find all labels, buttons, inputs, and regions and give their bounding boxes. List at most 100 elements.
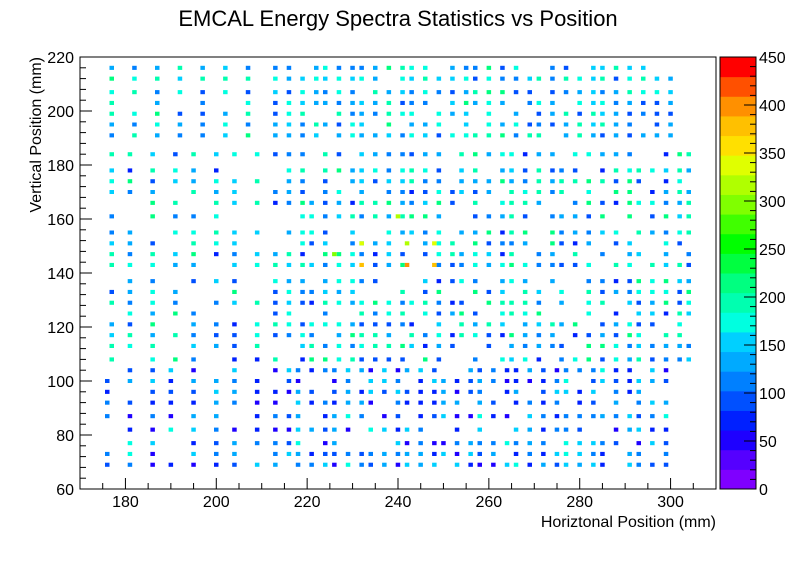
heatmap-cell xyxy=(109,252,114,257)
heatmap-cell xyxy=(509,179,514,184)
heatmap-cell xyxy=(436,90,442,95)
heatmap-cell xyxy=(613,133,619,138)
heatmap-cell xyxy=(586,214,591,219)
heatmap-cell xyxy=(295,400,301,405)
x-tick-label: 240 xyxy=(385,494,412,511)
heatmap-cell xyxy=(636,427,641,432)
heatmap-cell xyxy=(459,152,464,157)
heatmap-cell xyxy=(273,262,278,267)
heatmap-cell xyxy=(214,300,219,305)
heatmap-cell xyxy=(577,90,582,95)
heatmap-cell xyxy=(336,279,342,284)
heatmap-cell xyxy=(486,252,492,257)
heatmap-cell xyxy=(536,300,542,305)
heatmap-cell xyxy=(273,100,278,105)
heatmap-cell xyxy=(132,122,137,127)
heatmap-cell xyxy=(155,111,160,116)
heatmap-cell xyxy=(477,400,482,405)
heatmap-cell xyxy=(332,441,337,446)
heatmap-cell xyxy=(550,230,555,235)
heatmap-cell xyxy=(513,111,519,116)
heatmap-cell xyxy=(627,357,632,362)
heatmap-cell xyxy=(382,368,387,373)
heatmap-cell xyxy=(486,133,492,138)
heatmap-cell xyxy=(132,111,137,116)
heatmap-cell xyxy=(323,400,328,405)
heatmap-cell xyxy=(132,133,137,138)
heatmap-cell xyxy=(191,241,196,246)
heatmap-cell xyxy=(309,322,314,327)
heatmap-cell xyxy=(677,262,682,267)
heatmap-cell xyxy=(323,289,328,294)
heatmap-cell xyxy=(168,414,174,419)
heatmap-cell xyxy=(423,343,428,348)
heatmap-cell xyxy=(650,322,655,327)
heatmap-cell xyxy=(373,333,378,338)
heatmap-cell xyxy=(232,451,237,456)
heatmap-cell xyxy=(500,214,505,219)
heatmap-cell xyxy=(536,190,542,194)
heatmap-cell xyxy=(386,322,392,327)
heatmap-cell xyxy=(459,190,464,194)
heatmap-cell xyxy=(486,289,492,294)
heatmap-cell xyxy=(509,333,514,338)
heatmap-cell xyxy=(613,400,619,405)
heatmap-cell xyxy=(654,111,660,116)
heatmap-cell xyxy=(168,389,174,394)
heatmap-cell xyxy=(223,76,228,81)
heatmap-cell xyxy=(191,279,196,284)
heatmap-cell xyxy=(554,379,560,383)
heatmap-cell xyxy=(677,168,682,173)
heatmap-cell xyxy=(513,451,519,456)
heatmap-cell xyxy=(591,389,596,394)
heatmap-cell xyxy=(232,190,237,194)
heatmap-cell xyxy=(436,152,442,157)
heatmap-cell xyxy=(641,76,646,81)
heatmap-cell xyxy=(550,179,555,184)
heatmap-cell xyxy=(486,322,492,327)
heatmap-cell xyxy=(409,111,414,116)
heatmap-cell xyxy=(386,122,392,127)
heatmap-cell xyxy=(500,76,505,81)
heatmap-cell xyxy=(200,90,205,95)
heatmap-cell xyxy=(613,379,619,383)
heatmap-cell xyxy=(500,289,505,294)
heatmap-cell xyxy=(563,451,569,456)
heatmap-cell xyxy=(273,414,278,419)
heatmap-cell xyxy=(404,262,410,267)
colorbar-tick-label: 50 xyxy=(759,434,777,451)
heatmap-cell xyxy=(423,252,428,257)
heatmap-cell xyxy=(400,200,405,205)
heatmap-cell xyxy=(686,200,691,205)
heatmap-cell xyxy=(232,389,237,394)
heatmap-cell xyxy=(150,289,155,294)
heatmap-cell xyxy=(423,190,428,194)
heatmap-cell xyxy=(586,279,591,284)
heatmap-cell xyxy=(436,289,442,294)
heatmap-cell xyxy=(663,152,669,157)
heatmap-cell xyxy=(650,414,655,419)
heatmap-cell xyxy=(654,90,660,95)
heatmap-cell xyxy=(627,368,632,373)
heatmap-cell xyxy=(150,368,155,373)
heatmap-cell xyxy=(577,133,582,138)
heatmap-cell xyxy=(432,241,437,246)
heatmap-cell xyxy=(541,441,546,446)
colorbar-segment xyxy=(720,449,756,470)
heatmap-cell xyxy=(636,400,641,405)
heatmap-cell xyxy=(245,76,251,81)
heatmap-cell xyxy=(563,111,569,116)
heatmap-cell xyxy=(223,133,228,138)
heatmap-cell xyxy=(214,214,219,219)
heatmap-cell xyxy=(323,168,328,173)
heatmap-cell xyxy=(686,152,691,157)
heatmap-cell xyxy=(300,122,305,127)
x-axis-label: Horiztonal Position (mm) xyxy=(541,514,716,531)
colorbar-segment xyxy=(720,273,756,294)
heatmap-cell xyxy=(191,414,196,419)
heatmap-cell xyxy=(359,357,364,362)
heatmap-cell xyxy=(586,262,591,267)
heatmap-cell xyxy=(463,76,469,81)
heatmap-cell xyxy=(200,122,205,127)
heatmap-cell xyxy=(613,343,619,348)
